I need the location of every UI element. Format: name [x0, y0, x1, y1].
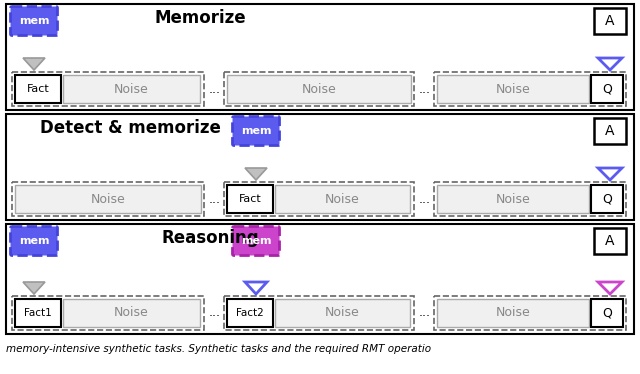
Polygon shape	[598, 58, 622, 70]
Text: Noise: Noise	[114, 83, 149, 95]
Bar	[591, 75, 623, 103]
Text: Fact1: Fact1	[24, 308, 52, 318]
Bar	[63, 75, 200, 103]
Bar	[275, 299, 410, 327]
Bar	[227, 75, 411, 103]
Bar	[6, 114, 634, 220]
Bar	[591, 185, 623, 213]
Bar	[12, 296, 204, 330]
Polygon shape	[598, 168, 622, 180]
Text: mem: mem	[241, 126, 271, 136]
Bar	[6, 4, 634, 110]
Polygon shape	[598, 282, 622, 294]
Bar	[591, 299, 623, 327]
Text: Noise: Noise	[91, 193, 125, 205]
Text: A: A	[605, 124, 615, 138]
Text: A: A	[605, 234, 615, 248]
Bar	[15, 185, 201, 213]
Text: ...: ...	[209, 307, 221, 319]
Text: Memorize: Memorize	[154, 9, 246, 27]
Text: ...: ...	[209, 193, 221, 205]
Bar	[224, 296, 414, 330]
Bar	[594, 8, 626, 34]
Bar	[224, 72, 414, 106]
Bar	[434, 72, 626, 106]
Polygon shape	[245, 282, 267, 294]
Text: Fact2: Fact2	[236, 308, 264, 318]
Text: ...: ...	[419, 307, 431, 319]
Polygon shape	[23, 282, 45, 294]
Bar	[12, 182, 204, 216]
Text: A: A	[605, 14, 615, 28]
Bar	[15, 75, 61, 103]
Text: mem: mem	[19, 16, 49, 26]
Bar	[63, 299, 200, 327]
Bar	[275, 185, 410, 213]
Text: Q: Q	[602, 193, 612, 205]
FancyBboxPatch shape	[10, 6, 58, 36]
FancyBboxPatch shape	[232, 116, 280, 145]
Bar	[594, 228, 626, 254]
Bar	[434, 182, 626, 216]
Text: Fact: Fact	[239, 194, 261, 204]
Bar	[6, 224, 634, 334]
Bar	[594, 118, 626, 144]
Text: Fact: Fact	[27, 84, 49, 94]
Text: Noise: Noise	[325, 307, 360, 319]
Text: Noise: Noise	[495, 307, 531, 319]
Polygon shape	[23, 58, 45, 70]
Text: Noise: Noise	[114, 307, 149, 319]
Text: Detect & memorize: Detect & memorize	[40, 119, 220, 137]
Bar	[437, 185, 589, 213]
Bar	[224, 182, 414, 216]
Text: Q: Q	[602, 307, 612, 319]
Text: Noise: Noise	[325, 193, 360, 205]
Text: ...: ...	[419, 193, 431, 205]
Text: ...: ...	[419, 83, 431, 95]
Text: Reasoning: Reasoning	[161, 229, 259, 247]
Text: Q: Q	[602, 83, 612, 95]
Text: Noise: Noise	[495, 83, 531, 95]
FancyBboxPatch shape	[10, 227, 58, 255]
FancyBboxPatch shape	[232, 227, 280, 255]
Text: Noise: Noise	[495, 193, 531, 205]
Bar	[434, 296, 626, 330]
Text: mem: mem	[241, 236, 271, 246]
Bar	[437, 299, 589, 327]
Bar	[12, 72, 204, 106]
Text: Noise: Noise	[301, 83, 337, 95]
Text: memory-intensive synthetic tasks. Synthetic tasks and the required RMT operatio: memory-intensive synthetic tasks. Synthe…	[6, 344, 431, 354]
Bar	[15, 299, 61, 327]
Bar	[227, 299, 273, 327]
Bar	[437, 75, 589, 103]
Polygon shape	[245, 168, 267, 180]
Text: ...: ...	[209, 83, 221, 95]
Bar	[227, 185, 273, 213]
Text: mem: mem	[19, 236, 49, 246]
